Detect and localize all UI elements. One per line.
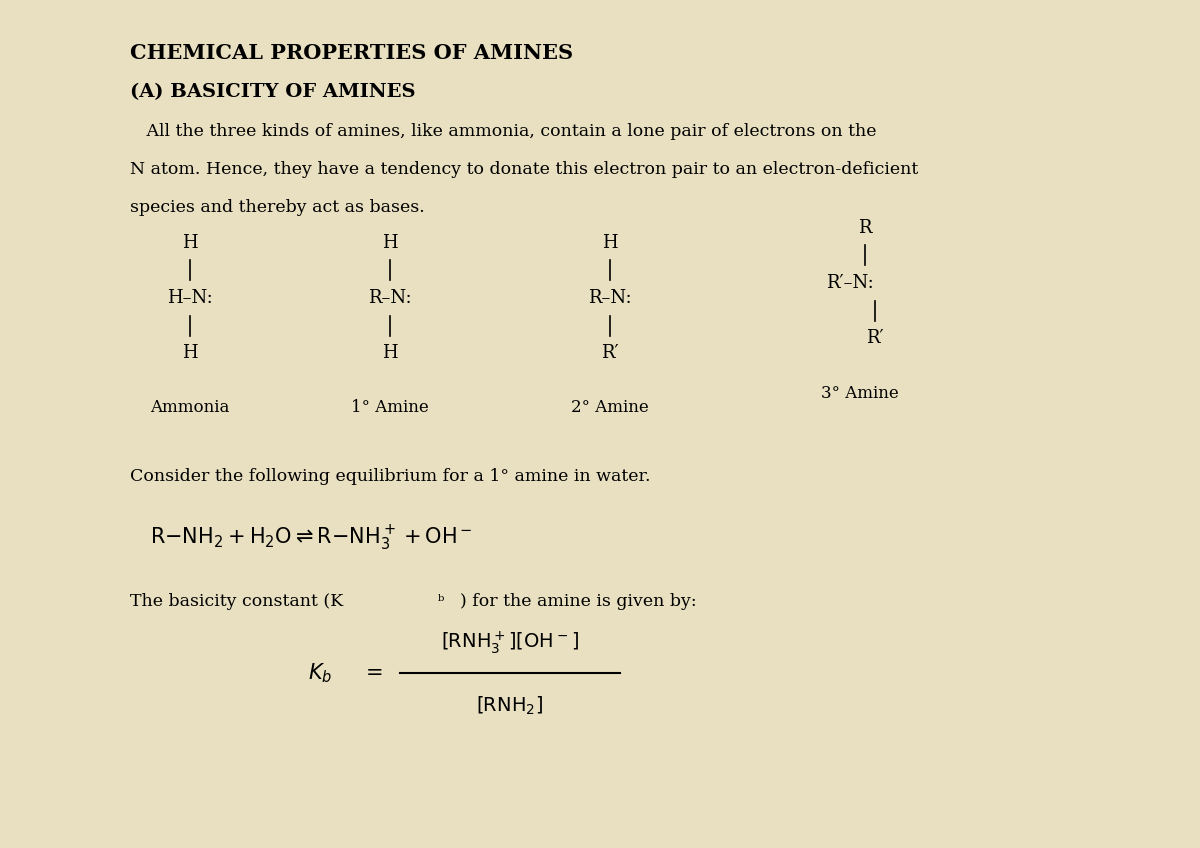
Text: $\mathsf{R{-}NH_2 + H_2O \rightleftharpoons R{-}NH_3^+ + OH^-}$: $\mathsf{R{-}NH_2 + H_2O \rightleftharpo… bbox=[150, 523, 473, 553]
Text: $\mathsf{[RNH_2]}$: $\mathsf{[RNH_2]}$ bbox=[476, 695, 544, 717]
Text: Consider the following equilibrium for a 1° amine in water.: Consider the following equilibrium for a… bbox=[130, 468, 650, 485]
Text: H–N:: H–N: bbox=[167, 289, 212, 307]
Text: N atom. Hence, they have a tendency to donate this electron pair to an electron-: N atom. Hence, they have a tendency to d… bbox=[130, 161, 918, 178]
Text: H: H bbox=[182, 234, 198, 252]
Text: R: R bbox=[858, 219, 871, 237]
Text: $\mathsf{[RNH_3^+][OH^-]}$: $\mathsf{[RNH_3^+][OH^-]}$ bbox=[442, 629, 578, 656]
Text: Ammonia: Ammonia bbox=[150, 399, 229, 416]
Text: H: H bbox=[602, 234, 618, 252]
Text: The basicity constant (K: The basicity constant (K bbox=[130, 593, 343, 610]
Text: R′–N:: R′–N: bbox=[826, 274, 874, 292]
Text: species and thereby act as bases.: species and thereby act as bases. bbox=[130, 199, 425, 216]
Text: All the three kinds of amines, like ammonia, contain a lone pair of electrons on: All the three kinds of amines, like ammo… bbox=[130, 123, 876, 140]
Text: R′: R′ bbox=[866, 329, 884, 347]
Text: 1° Amine: 1° Amine bbox=[352, 399, 428, 416]
Text: R–N:: R–N: bbox=[588, 289, 632, 307]
Text: $K_b$: $K_b$ bbox=[308, 661, 332, 685]
Text: (A) BASICITY OF AMINES: (A) BASICITY OF AMINES bbox=[130, 83, 415, 101]
Text: H: H bbox=[382, 234, 398, 252]
Text: R–N:: R–N: bbox=[368, 289, 412, 307]
Text: CHEMICAL PROPERTIES OF AMINES: CHEMICAL PROPERTIES OF AMINES bbox=[130, 43, 574, 63]
Text: H: H bbox=[382, 344, 398, 362]
Text: 3° Amine: 3° Amine bbox=[821, 384, 899, 401]
Text: 2° Amine: 2° Amine bbox=[571, 399, 649, 416]
Text: =: = bbox=[366, 663, 384, 683]
Text: ᵇ: ᵇ bbox=[438, 593, 444, 610]
Text: H: H bbox=[182, 344, 198, 362]
Text: ) for the amine is given by:: ) for the amine is given by: bbox=[460, 593, 697, 610]
Text: R′: R′ bbox=[601, 344, 619, 362]
